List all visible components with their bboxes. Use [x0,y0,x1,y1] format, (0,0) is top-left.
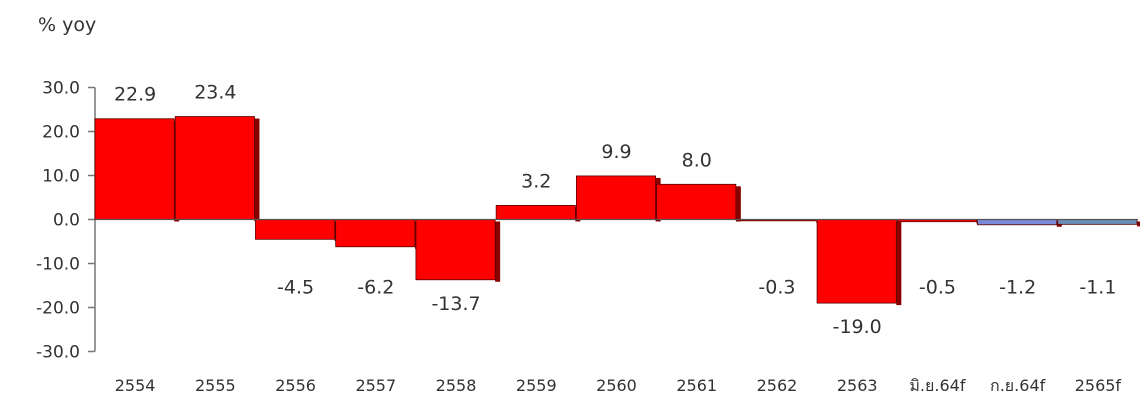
bar-value-label: 8.0 [682,149,712,171]
x-category-label: 2558 [436,376,477,395]
bar [1057,219,1138,225]
bar [816,219,897,304]
bar [335,219,416,248]
bar-value-label: -19.0 [833,316,882,338]
bar [656,183,737,220]
bar-shade [896,221,902,306]
bar-value-label: -6.2 [357,277,394,299]
bar [255,219,336,240]
x-category-label: 2563 [837,376,878,395]
x-category-label: 2562 [757,376,798,395]
y-tick-label: -10.0 [36,255,80,275]
x-category-label: 2554 [115,376,156,395]
bar-value-label: 9.9 [601,141,631,163]
y-axis-label: % yoy [38,14,96,36]
bar-value-label: 22.9 [114,84,156,106]
y-tick-label: -20.0 [36,299,80,319]
y-tick-label: -30.0 [36,343,80,363]
bar-value-label: 3.2 [521,170,551,192]
bar [415,219,496,281]
bar [977,219,1058,226]
y-tick-label: 10.0 [42,167,80,187]
x-category-label: 2557 [355,376,396,395]
y-tick-label: 30.0 [42,79,80,99]
x-category-label: 2556 [275,376,316,395]
x-category-label: ก.ย.64f [990,376,1046,395]
bar [174,116,255,220]
bar-value-label: -0.3 [758,277,795,299]
bar-shade [1137,221,1140,227]
bar [94,118,175,220]
x-category-label: 2561 [676,376,717,395]
x-category-label: 2559 [516,376,557,395]
x-category-label: 2555 [195,376,236,395]
bar-value-label: -1.2 [999,277,1036,299]
bar-shade [495,221,501,282]
y-tick-label: 0.0 [53,211,80,231]
bar-value-label: -13.7 [431,293,480,315]
y-tick-label: 20.0 [42,123,80,143]
bar [495,205,576,220]
bar-value-label: -0.5 [919,277,956,299]
x-category-label: มิ.ย.64f [909,376,965,395]
bar [575,175,657,220]
bar-value-label: -1.1 [1079,277,1116,299]
bar-shade [254,118,260,222]
bar-value-label: 23.4 [194,82,236,104]
x-category-label: 2560 [596,376,637,395]
bar-value-label: -4.5 [277,277,314,299]
bar-shade [735,186,741,222]
x-category-label: 2565f [1075,376,1122,395]
